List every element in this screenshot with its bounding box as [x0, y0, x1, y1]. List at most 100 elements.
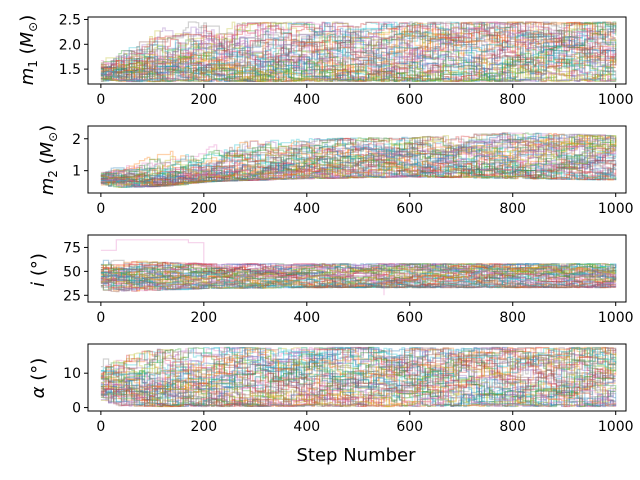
walker-trace — [100, 148, 617, 188]
walker-trace — [100, 260, 617, 284]
walker-trace — [100, 21, 617, 66]
walker-trace — [100, 159, 617, 183]
walker-trace — [100, 263, 617, 289]
walker-trace — [100, 160, 616, 187]
walker-trace — [100, 262, 617, 289]
walker-trace — [100, 347, 616, 407]
walker-trace — [100, 39, 617, 82]
panel-alpha: 010 0 200 400 600 800 1000 α (°) — [28, 343, 634, 435]
walker-trace — [100, 21, 617, 83]
walker-trace — [100, 347, 616, 407]
walker-trace — [100, 133, 616, 188]
walker-trace — [100, 264, 617, 290]
walker-trace — [100, 346, 616, 388]
y-tick-label: 0 — [72, 401, 81, 417]
walker-trace — [100, 348, 616, 407]
x-tick-label: 400 — [293, 201, 320, 217]
x-tick-label: 1000 — [598, 310, 634, 326]
walker-trace — [100, 263, 617, 289]
walker-trace — [100, 30, 616, 83]
x-tick-label: 200 — [190, 92, 217, 108]
y-tick-label: 25 — [63, 288, 81, 304]
walker-trace — [100, 367, 617, 408]
y-tick-label: 2.5 — [59, 12, 81, 28]
y-ticks-m2: 12 — [72, 132, 88, 180]
walker-trace — [100, 347, 616, 407]
walker-trace — [100, 346, 616, 407]
walker-trace — [100, 137, 616, 185]
walker-trace — [100, 37, 616, 83]
walker-trace — [100, 133, 616, 188]
walker-trace — [100, 29, 616, 82]
walker-trace — [100, 347, 617, 407]
walker-trace — [100, 347, 617, 407]
axes-frame-m1 — [87, 16, 627, 85]
walker-trace — [100, 21, 617, 82]
walker-trace — [100, 141, 616, 185]
walker-trace — [100, 352, 617, 407]
walker-trace — [100, 346, 616, 407]
walker-trace — [100, 382, 616, 408]
x-ticks-m2: 0 200 400 600 800 1000 — [96, 193, 634, 217]
walker-trace — [100, 161, 616, 187]
walker-trace — [100, 380, 616, 408]
walker-trace — [100, 133, 616, 188]
x-tick-label: 0 — [96, 310, 105, 326]
walker-trace — [100, 264, 617, 289]
walker-trace — [100, 263, 616, 292]
walker-trace — [100, 348, 616, 408]
walker-trace — [100, 133, 616, 188]
walker-trace — [100, 21, 617, 82]
walker-trace — [100, 21, 617, 82]
walker-trace — [100, 137, 616, 188]
walker-trace — [100, 21, 617, 82]
y-tick-label: 75 — [63, 240, 81, 256]
walker-trace — [100, 261, 617, 288]
walker-trace — [100, 346, 617, 407]
y-ticks-alpha: 0 10 — [63, 366, 88, 417]
y-tick-label: 2 — [72, 132, 81, 148]
walker-trace — [100, 21, 616, 82]
walker-trace — [100, 154, 616, 184]
x-tick-label: 600 — [396, 310, 423, 326]
walker-trace — [100, 140, 617, 188]
panel-inclination: 25 50 75 0 200 400 600 800 1000 i (°) — [28, 234, 634, 326]
y-ticks-inclination: 25 50 75 — [63, 240, 88, 304]
x-axis-label: Step Number — [296, 445, 416, 466]
walker-trace — [100, 353, 616, 407]
walker-trace — [100, 38, 616, 82]
walker-trace — [100, 263, 616, 288]
x-tick-label: 1000 — [598, 92, 634, 108]
walker-trace — [100, 42, 617, 82]
walker-trace — [100, 21, 617, 77]
walker-trace — [100, 45, 616, 83]
walker-trace — [100, 21, 616, 82]
x-tick-label: 800 — [499, 419, 526, 435]
x-ticks-m1: 0 200 400 600 800 1000 — [96, 84, 634, 108]
walker-trace — [100, 148, 617, 188]
walker-trace — [100, 146, 616, 186]
walker-trace — [100, 137, 616, 187]
walker-trace — [100, 22, 617, 73]
walker-trace — [100, 22, 616, 82]
walker-trace — [100, 347, 617, 407]
x-tick-label: 600 — [396, 419, 423, 435]
walker-trace — [100, 21, 616, 82]
walker-trace — [100, 357, 616, 408]
walker-trace — [100, 346, 616, 407]
walker-trace — [100, 44, 616, 83]
walker-trace — [100, 159, 616, 188]
walker-trace — [100, 134, 617, 188]
walker-trace — [100, 263, 616, 291]
x-tick-label: 0 — [96, 92, 105, 108]
y-tick-label: 10 — [63, 366, 81, 382]
walker-trace — [100, 152, 616, 187]
walker-trace — [100, 145, 616, 182]
walker-trace — [100, 22, 616, 82]
walker-traces-inclination — [100, 239, 617, 296]
walker-trace — [100, 348, 616, 407]
walker-trace — [100, 263, 617, 291]
walker-trace — [100, 263, 616, 292]
walker-trace — [100, 347, 616, 402]
walker-trace — [100, 21, 617, 83]
